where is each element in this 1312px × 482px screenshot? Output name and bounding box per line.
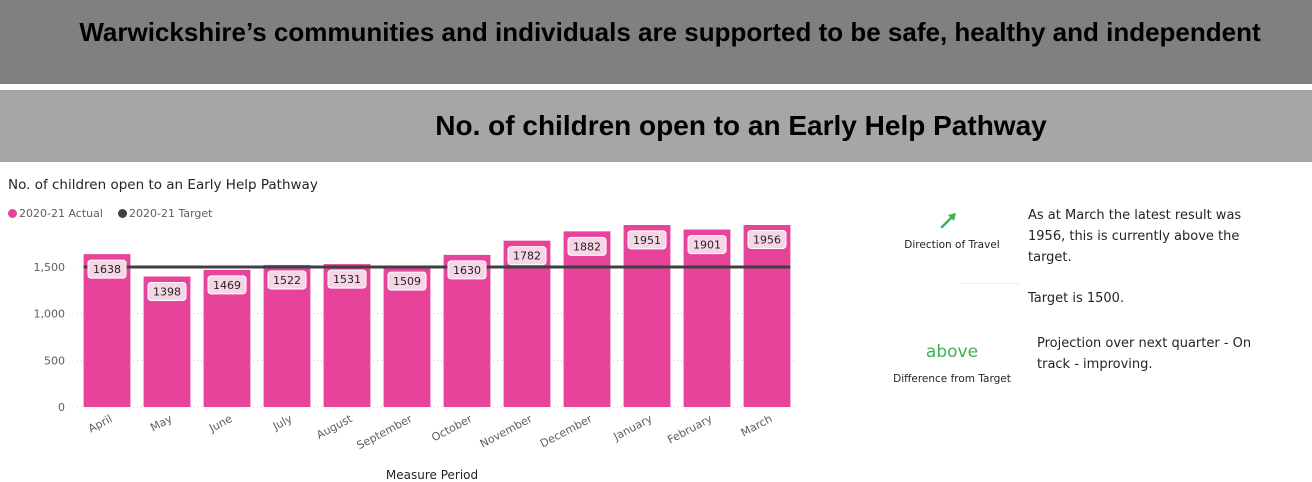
commentary-line-3: target.	[1028, 250, 1072, 265]
projection-line-2: track - improving.	[1037, 357, 1153, 372]
y-tick-label: 1,500	[34, 261, 66, 274]
legend-dot-actual	[8, 209, 17, 218]
data-label: 1638	[93, 263, 121, 276]
bar	[743, 225, 791, 407]
bar-chart: 0 500 1,000 1,500 1638 1398 1469 1522 1531 1509 16…	[34, 225, 797, 482]
x-axis-title: Measure Period	[386, 468, 478, 482]
legend-item-actual[interactable]: 2020-21 Actual	[8, 207, 103, 220]
data-label-box	[87, 259, 127, 279]
data-label-box	[267, 270, 307, 290]
header-banner: Warwickshire’s communities and individua…	[0, 0, 1312, 84]
data-label-box	[387, 271, 427, 291]
difference-value: above	[925, 342, 979, 362]
data-label-box	[207, 275, 247, 295]
x-tick-label: June	[206, 412, 234, 435]
data-label: 1398	[153, 286, 181, 299]
bar	[623, 225, 671, 407]
x-tick-label: September	[355, 412, 415, 452]
x-tick-label: October	[429, 412, 474, 444]
y-tick-label: 0	[58, 401, 65, 414]
legend-label-target: 2020-21 Target	[129, 207, 213, 220]
data-label-box	[567, 236, 607, 256]
data-label: 1522	[273, 274, 301, 287]
commentary-line-2: 1956, this is currently above the	[1028, 229, 1240, 244]
x-tick-label: February	[665, 412, 715, 447]
data-label: 1469	[213, 279, 241, 292]
data-label: 1951	[633, 234, 661, 247]
target-text: Target is 1500.	[1028, 291, 1125, 306]
data-label: 1509	[393, 275, 421, 288]
commentary-line-1: As at March the latest result was	[1028, 208, 1242, 223]
x-tick-label: May	[148, 412, 175, 434]
data-label-box	[447, 260, 487, 280]
x-tick-label: July	[270, 412, 295, 433]
bar	[563, 231, 611, 407]
x-tick-label: January	[611, 412, 655, 444]
x-tick-label: December	[538, 412, 595, 450]
x-tick-label: April	[86, 412, 114, 435]
legend-label-actual: 2020-21 Actual	[19, 207, 103, 220]
data-label-box	[747, 229, 787, 249]
legend-item-target[interactable]: 2020-21 Target	[118, 207, 213, 220]
y-tick-label: 500	[44, 354, 65, 367]
data-label: 1531	[333, 273, 361, 286]
data-label: 1901	[693, 239, 721, 252]
data-label-box	[147, 282, 187, 302]
chart-title: No. of children open to an Early Help Pa…	[8, 177, 318, 193]
data-label: 1882	[573, 240, 601, 253]
y-tick-label: 1,000	[34, 308, 66, 321]
main-title: Warwickshire’s communities and individua…	[79, 17, 1261, 47]
data-label: 1782	[513, 250, 541, 263]
sub-title: No. of children open to an Early Help Pa…	[435, 110, 1047, 141]
legend-dot-target	[118, 209, 127, 218]
bar	[443, 254, 491, 407]
direction-of-travel-label: Direction of Travel	[904, 239, 1000, 251]
divider	[960, 283, 1020, 284]
bar	[683, 229, 731, 407]
data-label-box	[507, 246, 547, 266]
x-tick-label: August	[314, 412, 355, 442]
arrow-up-right-icon	[940, 213, 956, 229]
bar	[83, 254, 131, 407]
x-tick-label: March	[739, 412, 775, 439]
subheader-banner: No. of children open to an Early Help Pa…	[0, 90, 1312, 162]
x-tick-label: November	[478, 412, 535, 451]
data-label: 1956	[753, 233, 781, 246]
difference-from-target-label: Difference from Target	[893, 373, 1011, 385]
data-label: 1630	[453, 264, 481, 277]
data-label-box	[327, 269, 367, 289]
projection-line-1: Projection over next quarter - On	[1037, 336, 1252, 351]
data-label-box	[687, 235, 727, 255]
data-label-box	[627, 230, 667, 250]
